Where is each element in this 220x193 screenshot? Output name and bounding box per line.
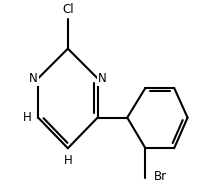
Text: Cl: Cl xyxy=(62,3,74,16)
Text: N: N xyxy=(29,72,38,85)
Text: N: N xyxy=(98,72,107,85)
Text: H: H xyxy=(23,111,32,124)
Text: H: H xyxy=(64,154,72,167)
Text: Br: Br xyxy=(154,169,167,183)
